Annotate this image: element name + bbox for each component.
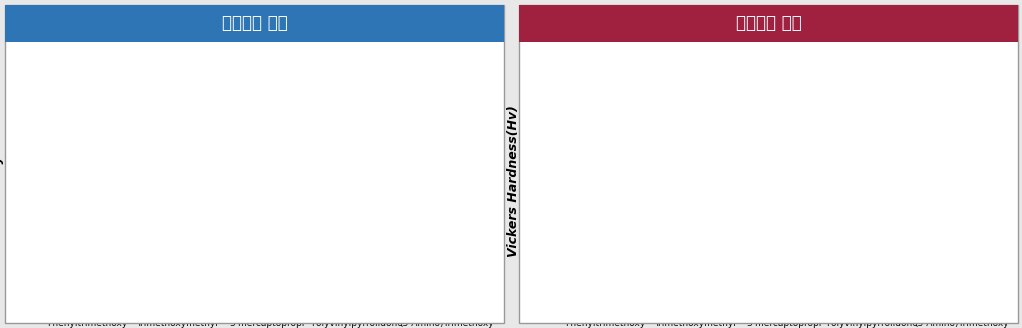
Text: 15.26: 15.26 [430, 89, 463, 99]
Bar [583, 171, 629, 328]
Bar [760, 119, 806, 328]
Y-axis label: Density: Density [0, 154, 4, 208]
Text: 1396.8: 1396.8 [675, 97, 714, 108]
Bar [423, 102, 470, 328]
Text: 소결체의 밀도: 소결체의 밀도 [222, 14, 287, 32]
Bar [153, 126, 200, 328]
Bar [938, 130, 984, 328]
Text: 소결체의 경도: 소결체의 경도 [736, 14, 801, 32]
Y-axis label: Vickers Hardness(Hv): Vickers Hardness(Hv) [507, 105, 520, 256]
Bar [671, 111, 717, 328]
Bar [63, 171, 110, 328]
Text: 15.12: 15.12 [160, 113, 193, 123]
Bar [333, 108, 380, 328]
Text: 1339.0: 1339.0 [586, 158, 625, 168]
Text: 1396.2: 1396.2 [852, 98, 892, 108]
Bar [243, 118, 290, 328]
Text: 15.17: 15.17 [250, 105, 283, 114]
Text: 15.23: 15.23 [340, 94, 373, 104]
Text: 1388.6: 1388.6 [763, 106, 803, 116]
Bar [849, 112, 895, 328]
Text: 1378.3: 1378.3 [941, 117, 982, 127]
Text: 14.86: 14.86 [71, 157, 103, 167]
